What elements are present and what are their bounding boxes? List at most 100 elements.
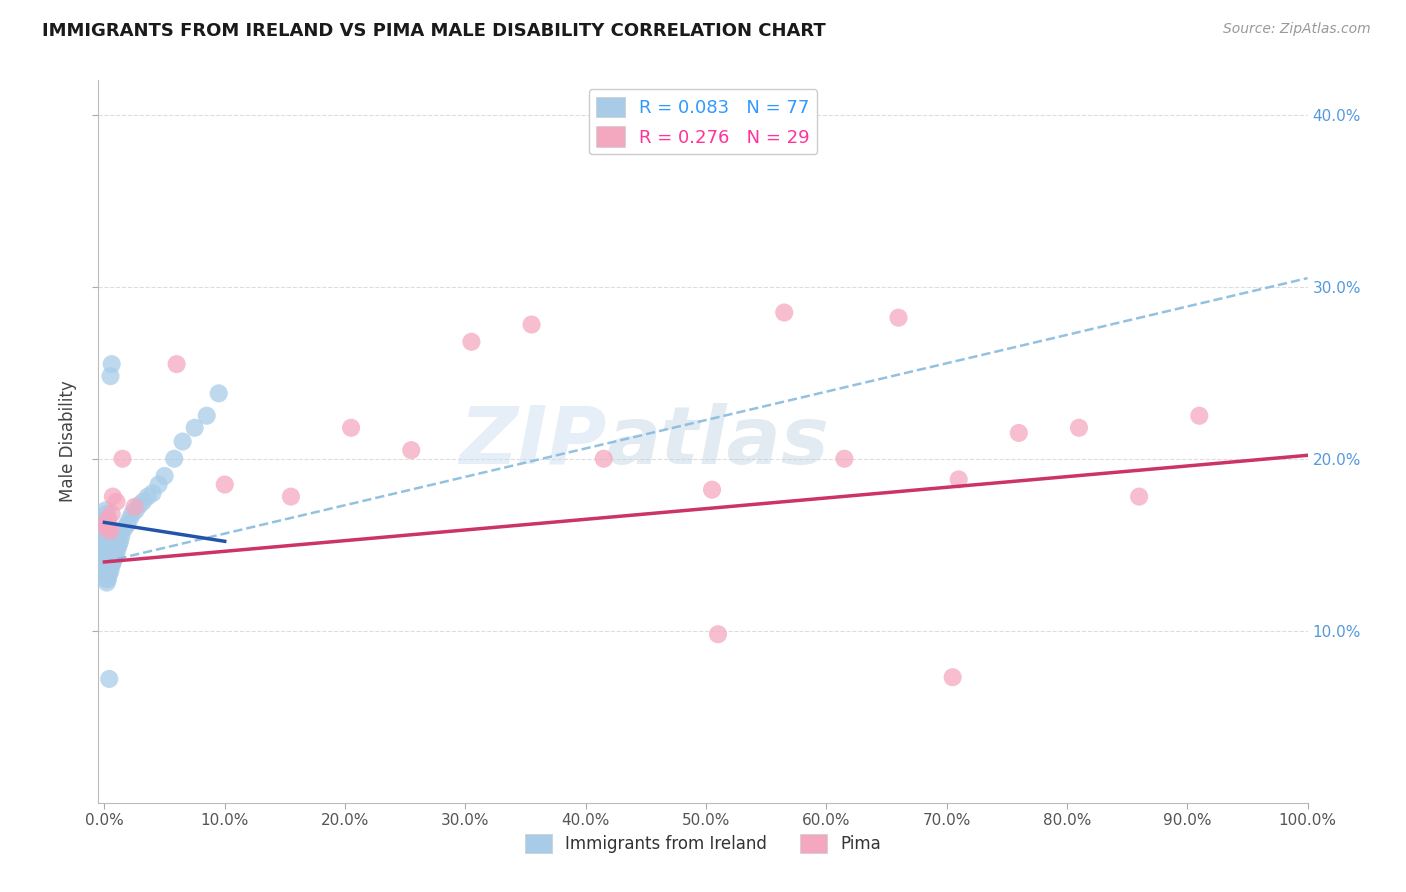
Point: [94, 538, 117, 552]
Point: [93, 541, 115, 556]
Point: [214, 477, 236, 491]
Point: [948, 472, 970, 486]
Point: [103, 541, 125, 556]
Point: [124, 500, 146, 514]
Point: [96, 575, 118, 590]
Point: [163, 451, 186, 466]
Point: [118, 512, 141, 526]
Point: [460, 334, 482, 349]
Point: [166, 357, 188, 371]
Point: [101, 555, 124, 569]
Point: [94, 555, 117, 569]
Point: [100, 538, 122, 552]
Point: [111, 524, 134, 538]
Point: [1067, 421, 1090, 435]
Point: [94, 520, 117, 534]
Point: [94, 520, 117, 534]
Point: [98, 672, 121, 686]
Point: [100, 541, 122, 556]
Point: [98, 558, 121, 573]
Point: [98, 533, 121, 547]
Point: [96, 516, 118, 530]
Point: [97, 529, 120, 543]
Point: [100, 564, 122, 578]
Point: [101, 546, 124, 560]
Point: [101, 490, 124, 504]
Point: [100, 507, 122, 521]
Point: [399, 443, 422, 458]
Point: [98, 549, 121, 564]
Point: [100, 533, 122, 547]
Point: [942, 670, 965, 684]
Point: [98, 567, 121, 582]
Point: [773, 305, 796, 319]
Point: [93, 517, 115, 532]
Y-axis label: Male Disability: Male Disability: [59, 381, 77, 502]
Point: [107, 541, 129, 556]
Point: [1008, 425, 1031, 440]
Point: [195, 409, 218, 423]
Point: [97, 512, 120, 526]
Point: [100, 549, 122, 564]
Point: [96, 549, 118, 564]
Point: [94, 572, 117, 586]
Point: [125, 503, 148, 517]
Point: [136, 490, 159, 504]
Point: [172, 434, 194, 449]
Point: [121, 507, 143, 521]
Point: [97, 520, 120, 534]
Point: [108, 534, 131, 549]
Point: [105, 546, 128, 560]
Point: [97, 538, 120, 552]
Point: [132, 494, 155, 508]
Point: [98, 524, 121, 538]
Point: [114, 520, 136, 534]
Text: atlas: atlas: [606, 402, 830, 481]
Point: [834, 451, 856, 466]
Point: [97, 512, 120, 526]
Text: ZIP: ZIP: [458, 402, 606, 481]
Point: [153, 469, 176, 483]
Point: [104, 541, 127, 556]
Point: [110, 529, 132, 543]
Point: [142, 486, 165, 500]
Point: [1188, 409, 1211, 423]
Point: [1128, 490, 1150, 504]
Point: [111, 451, 134, 466]
Point: [98, 541, 121, 556]
Legend: Immigrants from Ireland, Pima: Immigrants from Ireland, Pima: [519, 827, 887, 860]
Point: [148, 477, 170, 491]
Point: [100, 558, 122, 573]
Point: [887, 310, 910, 325]
Point: [100, 529, 122, 543]
Point: [105, 494, 128, 508]
Point: [340, 421, 363, 435]
Point: [97, 564, 120, 578]
Point: [707, 627, 730, 641]
Point: [100, 546, 122, 560]
Point: [108, 538, 131, 552]
Point: [104, 549, 127, 564]
Point: [94, 564, 117, 578]
Point: [96, 558, 118, 573]
Point: [105, 538, 128, 552]
Point: [96, 541, 118, 556]
Point: [100, 524, 122, 538]
Text: IMMIGRANTS FROM IRELAND VS PIMA MALE DISABILITY CORRELATION CHART: IMMIGRANTS FROM IRELAND VS PIMA MALE DIS…: [42, 22, 825, 40]
Point: [97, 555, 120, 569]
Point: [97, 546, 120, 560]
Point: [96, 533, 118, 547]
Point: [700, 483, 723, 497]
Point: [592, 451, 614, 466]
Text: Source: ZipAtlas.com: Source: ZipAtlas.com: [1223, 22, 1371, 37]
Point: [94, 529, 117, 543]
Point: [96, 507, 118, 521]
Point: [100, 369, 122, 384]
Point: [280, 490, 302, 504]
Point: [100, 555, 122, 569]
Point: [101, 538, 124, 552]
Point: [94, 503, 117, 517]
Point: [208, 386, 231, 401]
Point: [93, 529, 115, 543]
Point: [100, 357, 122, 371]
